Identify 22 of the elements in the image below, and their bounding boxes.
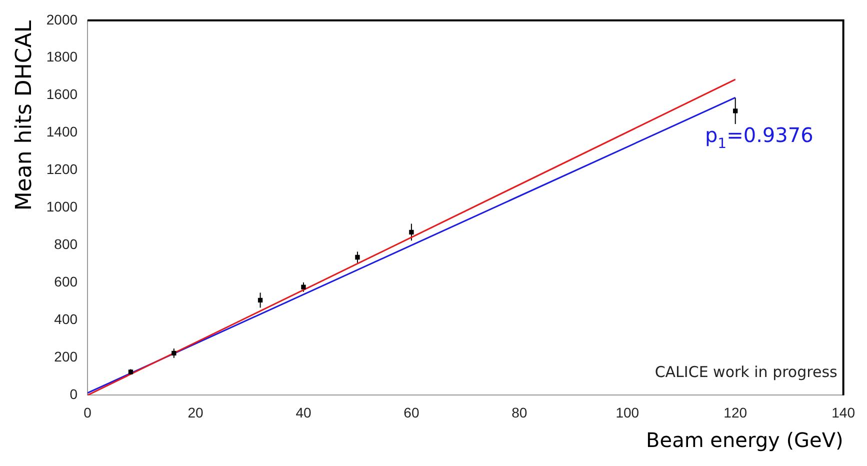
x-axis-title: Beam energy (GeV) xyxy=(646,428,844,452)
x-tick-label: 20 xyxy=(188,404,204,420)
y-tick-label: 1800 xyxy=(46,48,78,65)
y-tick-label: 1200 xyxy=(46,161,78,178)
y-tick-label: 200 xyxy=(54,348,78,365)
x-tick-label: 60 xyxy=(404,404,420,420)
y-tick-label: 1600 xyxy=(46,86,78,102)
y-axis-title: Mean hits DHCAL xyxy=(12,20,37,211)
x-tick-label: 120 xyxy=(724,404,748,420)
y-tick-label: 800 xyxy=(54,236,78,252)
x-tick-label: 80 xyxy=(512,404,528,420)
annotation: CALICE work in progress xyxy=(654,363,838,382)
y-tick-label: 0 xyxy=(70,386,78,402)
x-tick-label: 140 xyxy=(832,404,856,420)
x-tick-label: 0 xyxy=(84,404,92,420)
y-tick-label: 1000 xyxy=(46,198,78,215)
x-tick-label: 100 xyxy=(616,404,640,420)
y-tick-label: 400 xyxy=(54,311,78,328)
x-tick-label: 40 xyxy=(296,404,312,420)
y-tick-label: 2000 xyxy=(46,11,78,28)
y-tick-label: 600 xyxy=(54,274,78,290)
y-tick-label: 1400 xyxy=(46,124,78,140)
